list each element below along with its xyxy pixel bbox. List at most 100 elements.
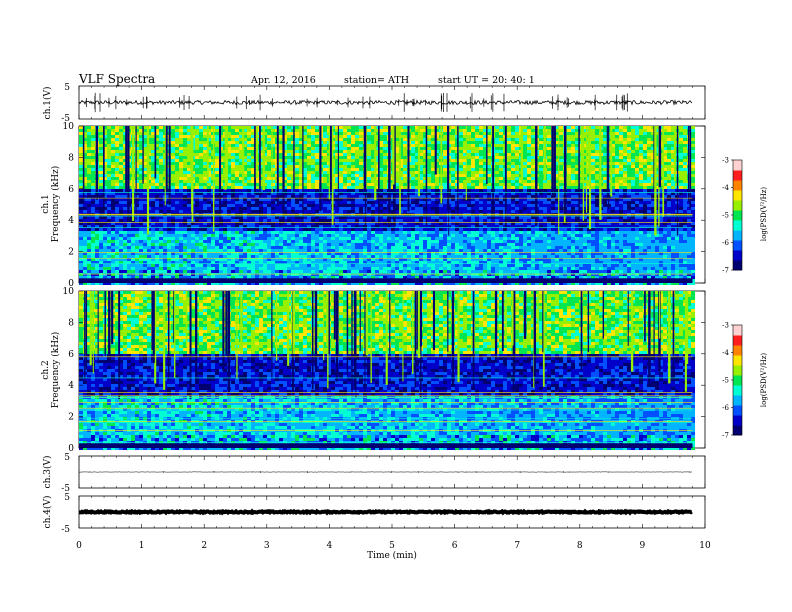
ch1-spectrogram-cell	[463, 135, 467, 138]
ch1-spectrogram-cell	[283, 168, 287, 171]
ch1-spectrogram-cell	[611, 144, 615, 147]
ch1-spectrogram-cell	[315, 195, 319, 198]
ch1-spectrogram-cell	[483, 153, 487, 156]
ch1-spectrogram-cell	[495, 180, 499, 183]
ch1-spectrogram-cell	[643, 189, 647, 192]
ch1-spectrogram-cell	[635, 207, 639, 210]
ch1-spectrogram-cell	[199, 183, 203, 186]
ch1-spectrogram-cell	[423, 132, 427, 135]
ch1-spectrogram-cell	[187, 210, 191, 213]
ch1-spectrogram-cell	[247, 156, 251, 159]
ch1-spectrogram-cell	[279, 177, 283, 180]
ch1-spectrogram-cell	[551, 201, 555, 204]
ch1-spectrogram-cell	[359, 183, 363, 186]
ch1-spectrogram-cell	[463, 168, 467, 171]
ch1-spectrogram-cell	[351, 174, 355, 177]
ch1-spectrogram-cell	[679, 177, 683, 180]
ch1-spectrogram-cell	[235, 183, 239, 186]
ch1-spectrogram-cell	[415, 165, 419, 168]
ch1-spectrogram-cell	[347, 162, 351, 165]
ch1-spectrogram-cell	[107, 177, 111, 180]
ch1-spectrogram-cell	[451, 153, 455, 156]
ch1-spectrogram-cell	[523, 201, 527, 204]
ch1-spectrogram-cell	[303, 165, 307, 168]
ch1-spectrogram-cell	[239, 177, 243, 180]
ch1-spectrogram-cell	[315, 189, 319, 192]
ch1-spectrogram-cell	[371, 129, 375, 132]
ch1-spectrogram-cell	[215, 144, 219, 147]
ch1-spectrogram-cell	[395, 153, 399, 156]
ch1-spectrogram-cell	[359, 174, 363, 177]
ch1-spectrogram-cell	[591, 129, 595, 132]
ch1-spectrogram-cell	[215, 171, 219, 174]
ch1-spectrogram-cell	[539, 153, 543, 156]
ch1-spectrogram-cell	[323, 150, 327, 153]
ch1-spectrogram-cell	[603, 156, 607, 159]
ch1-spectrogram-cell	[291, 198, 295, 201]
ch1-spectrogram-cell	[627, 132, 631, 135]
ch1-spectrogram-cell	[203, 192, 207, 195]
ch1-spectrogram-cell	[183, 132, 187, 135]
ch1-spectrogram-cell	[515, 159, 519, 162]
ch1-spectrogram-cell	[299, 132, 303, 135]
ch1-spectrogram-cell	[243, 135, 247, 138]
ch1-spectrogram-cell	[231, 144, 235, 147]
ch1-spectrogram-cell	[683, 198, 687, 201]
ch1-spectrogram-cell	[135, 180, 139, 183]
ch1-spectrogram-cell	[471, 150, 475, 153]
ch1-spectrogram-cell	[635, 177, 639, 180]
ch1-spectrogram-cell	[483, 171, 487, 174]
ch1-spectrogram-cell	[475, 159, 479, 162]
ch1-spectrogram-cell	[559, 171, 563, 174]
ch1-spectrogram-cell	[623, 180, 627, 183]
ch1-spectrogram-cell	[215, 156, 219, 159]
ch1-spectrogram-cell	[427, 135, 431, 138]
ch1-spectrogram-cell	[271, 174, 275, 177]
ch1-spectrogram-cell	[403, 204, 407, 207]
ch1-spectrogram-cell	[663, 165, 667, 168]
ch1-spectrogram-cell	[343, 174, 347, 177]
ch1-spectrogram-cell	[351, 177, 355, 180]
ch1-spectrogram-cell	[631, 150, 635, 153]
ch1-spectrogram-cell	[111, 162, 115, 165]
ch1-spectrogram-cell	[87, 147, 91, 150]
ch1-spectrogram-cell	[523, 135, 527, 138]
ch1-spectrogram-cell	[195, 141, 199, 144]
ch1-spectrogram-cell	[499, 147, 503, 150]
ch1-spectrogram-cell	[495, 135, 499, 138]
ch1-spectrogram-cell	[547, 129, 551, 132]
ch1-spectrogram-cell	[119, 159, 123, 162]
ch1-spectrogram-cell	[623, 201, 627, 204]
ch1-spectrogram-cell	[267, 192, 271, 195]
ch1-spectrogram-cell	[475, 144, 479, 147]
ch1-spectrogram-cell	[259, 156, 263, 159]
ch1-spectrogram-cell	[159, 135, 163, 138]
ch1-spectrogram-cell	[523, 147, 527, 150]
ch1-spectrogram-cell	[155, 162, 159, 165]
ch1-spectrogram-cell	[155, 192, 159, 195]
ch1-spectrogram-cell	[235, 144, 239, 147]
ch1-spectrogram-cell	[615, 141, 619, 144]
ch1-spectrogram-cell	[255, 207, 259, 210]
ch1-spectrogram-cell	[151, 138, 155, 141]
ch1-spectrogram-cell	[391, 186, 395, 189]
ch1-spectrogram-cell	[263, 174, 267, 177]
ch1-spectrogram-cell	[311, 174, 315, 177]
ch1-spectrogram-cell	[355, 195, 359, 198]
ch1-spectrogram-cell	[635, 180, 639, 183]
ch1-spectrogram-cell	[479, 141, 483, 144]
ch1-spectrogram-cell	[295, 183, 299, 186]
ch1-spectrogram-cell	[499, 174, 503, 177]
ch1-spectrogram-cell	[303, 141, 307, 144]
ch1-spectrogram-cell	[499, 126, 503, 129]
ch1-spectrogram-cell	[547, 168, 551, 171]
ch1-spectrogram-cell	[639, 165, 643, 168]
ch1-spectrogram-cell	[99, 165, 103, 168]
ch1-spectrogram-cell	[483, 129, 487, 132]
ch1-spectrogram-cell	[371, 153, 375, 156]
ch1-spectrogram-cell	[199, 135, 203, 138]
ch1-spectrogram-cell	[87, 171, 91, 174]
ch1-spectrogram-cell	[79, 201, 83, 204]
ch1-spectrogram-cell	[471, 147, 475, 150]
ch1-spectrogram-cell	[395, 180, 399, 183]
